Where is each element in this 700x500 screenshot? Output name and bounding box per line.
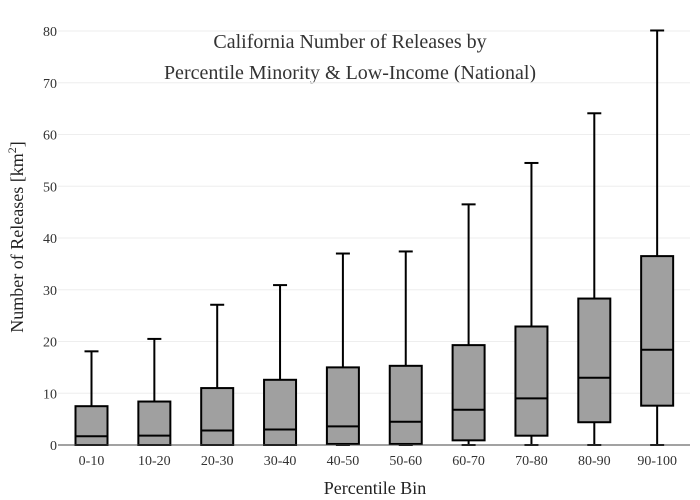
box-iqr — [74, 405, 109, 446]
x-tick-label: 40-50 — [327, 454, 360, 469]
x-tick-label: 50-60 — [389, 454, 422, 469]
box-40-50 — [325, 252, 360, 446]
chart-title-line-1: California Number of Releases by — [213, 31, 487, 53]
y-axis-unit: [km — [7, 153, 27, 182]
y-tick-label: 70 — [43, 77, 57, 92]
x-tick-label: 60-70 — [452, 454, 485, 469]
box-iqr — [388, 364, 423, 445]
box-iqr — [640, 255, 675, 407]
y-tick-labels: 0 10 20 30 40 50 60 70 80 — [43, 25, 57, 454]
box-iqr — [451, 344, 486, 442]
box-80-90 — [577, 112, 612, 446]
box-10-20 — [137, 337, 172, 446]
x-tick-label: 90-100 — [637, 454, 677, 469]
y-tick-label: 50 — [43, 180, 57, 195]
y-tick-label: 10 — [43, 387, 57, 402]
boxes — [74, 29, 675, 447]
x-tick-labels: 0-10 10-20 20-30 30-40 40-50 50-60 60-70 70-80 8… — [79, 454, 677, 469]
box-50-60 — [388, 250, 423, 446]
y-tick-label: 40 — [43, 232, 57, 247]
box-70-80 — [514, 161, 549, 446]
y-tick-label: 60 — [43, 129, 57, 144]
box-20-30 — [200, 303, 235, 447]
y-tick-label: 30 — [43, 284, 57, 299]
x-tick-label: 20-30 — [201, 454, 234, 469]
chart-title-line-2: Percentile Minority & Low-Income (Nation… — [163, 62, 537, 84]
box-iqr — [325, 366, 360, 445]
box-iqr — [514, 325, 549, 437]
x-tick-label: 70-80 — [515, 454, 548, 469]
x-tick-label: 30-40 — [264, 454, 297, 469]
box-0-10 — [74, 350, 109, 446]
box-iqr — [200, 387, 235, 447]
y-axis-unit-close: ] — [7, 141, 27, 147]
y-axis-title: Number of Releases [km2] — [5, 141, 27, 332]
box-60-70 — [451, 203, 486, 446]
y-tick-label: 20 — [43, 336, 57, 351]
box-iqr — [263, 378, 298, 447]
y-axis-unit-superscript: 2 — [5, 147, 19, 153]
y-tick-label: 0 — [50, 439, 57, 454]
y-axis-title-text: Number of Releases — [7, 187, 27, 333]
box-30-40 — [263, 284, 298, 447]
x-axis-title: Percentile Bin — [324, 478, 426, 498]
box-iqr — [577, 297, 612, 424]
x-tick-label: 80-90 — [578, 454, 611, 469]
box-90-100 — [640, 29, 675, 446]
y-tick-label: 80 — [43, 25, 57, 40]
x-tick-label: 10-20 — [138, 454, 171, 469]
box-iqr — [137, 400, 172, 446]
x-tick-label: 0-10 — [79, 454, 105, 469]
